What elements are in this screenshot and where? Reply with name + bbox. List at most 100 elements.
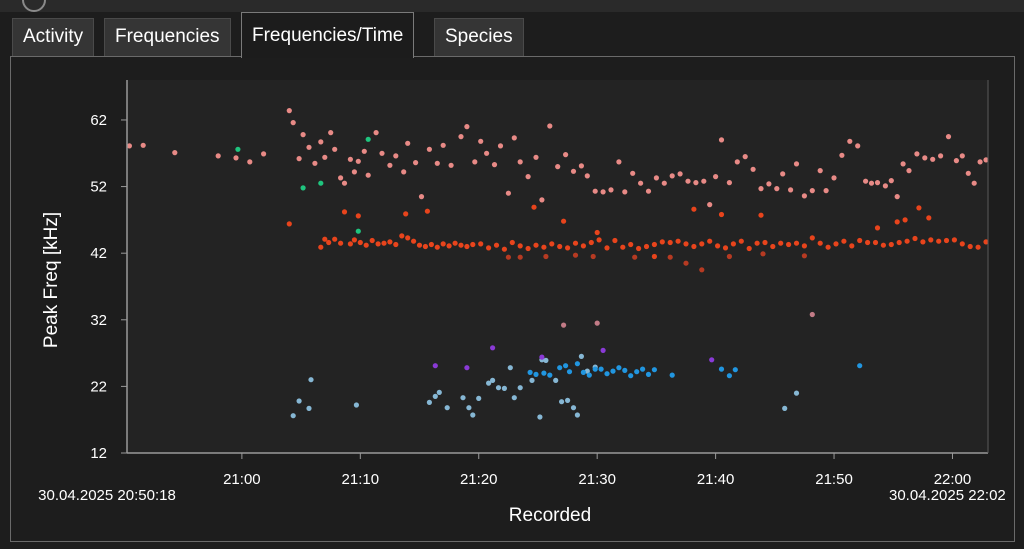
data-point [434, 160, 440, 166]
data-point [953, 158, 960, 164]
data-point [357, 239, 363, 246]
data-point [561, 322, 567, 328]
tab-frequencies[interactable]: Frequencies [104, 18, 231, 56]
data-point [507, 365, 513, 371]
data-point [616, 159, 622, 165]
data-point [726, 373, 733, 379]
data-point [470, 241, 476, 248]
data-point [951, 237, 958, 243]
data-point [699, 241, 705, 247]
data-point [580, 243, 587, 249]
data-point [713, 174, 719, 180]
data-point [484, 150, 490, 156]
data-point [533, 371, 539, 377]
data-point [355, 158, 361, 164]
window-corner-icon [22, 0, 46, 12]
data-point [434, 244, 440, 250]
data-point [588, 239, 594, 246]
data-point [446, 243, 452, 249]
data-point [788, 187, 794, 193]
data-point [460, 395, 466, 401]
data-point [375, 241, 381, 247]
data-point [786, 241, 792, 248]
data-point [888, 241, 894, 248]
data-point [497, 143, 504, 149]
tab-species[interactable]: Species [434, 18, 524, 56]
y-tick-label: 22 [90, 378, 107, 395]
data-point [857, 363, 863, 369]
data-point [363, 242, 369, 248]
data-point [405, 235, 411, 241]
data-point [817, 240, 823, 246]
data-point [718, 137, 725, 143]
data-point [365, 136, 371, 142]
data-point [793, 240, 800, 246]
data-point [413, 160, 419, 166]
data-point [977, 159, 983, 165]
data-point [707, 202, 713, 208]
data-point [365, 172, 371, 178]
data-point [754, 240, 760, 246]
data-point [572, 252, 579, 258]
data-point [355, 228, 361, 234]
data-point [300, 185, 306, 191]
data-point [904, 238, 910, 244]
data-point [537, 414, 543, 420]
data-point [590, 253, 596, 260]
data-point [555, 164, 561, 170]
data-point [561, 218, 567, 224]
data-point [709, 357, 715, 363]
tab-frequencies-time[interactable]: Frequencies/Time [241, 12, 415, 58]
tab-bar: Activity Frequencies Frequencies/Time Sp… [0, 12, 1024, 58]
data-point [640, 366, 646, 372]
y-axis-label: Peak Freq [kHz] [41, 212, 62, 348]
data-point [634, 369, 640, 375]
data-point [616, 365, 622, 371]
data-point [693, 180, 699, 186]
tab-activity[interactable]: Activity [12, 18, 95, 56]
data-point [857, 237, 863, 244]
data-point [880, 242, 887, 248]
data-point [517, 254, 523, 260]
chart-panel: 12 22 32 42 52 62 21:00 21:10 21:20 21:30 21:40 21… [10, 56, 1015, 542]
data-point [630, 170, 636, 176]
data-point [290, 413, 296, 419]
data-point [379, 150, 385, 156]
y-ticks: 12 22 32 42 52 62 [90, 112, 127, 462]
data-point [387, 162, 393, 168]
data-point [855, 143, 861, 149]
data-point [296, 156, 302, 162]
data-point [387, 239, 393, 245]
data-point [926, 215, 932, 221]
data-point [401, 169, 407, 175]
data-point [610, 368, 616, 374]
data-point [300, 132, 306, 138]
data-point [774, 186, 780, 192]
data-point [444, 405, 450, 411]
data-point [436, 389, 442, 395]
data-point [332, 236, 338, 242]
data-point [801, 253, 808, 259]
data-point [478, 241, 484, 247]
data-point [553, 377, 559, 383]
data-point [486, 245, 492, 251]
data-point [578, 163, 585, 169]
data-point [762, 239, 768, 246]
data-point [766, 181, 772, 187]
data-point [900, 161, 906, 167]
data-point [509, 239, 515, 246]
data-point [598, 366, 604, 372]
data-point [782, 405, 788, 411]
data-point [347, 241, 353, 247]
data-point [559, 399, 565, 405]
data-point [638, 180, 644, 186]
data-point [750, 166, 756, 172]
x-tick-label: 21:40 [697, 471, 735, 488]
data-point [669, 173, 675, 179]
data-point [894, 194, 900, 200]
data-point [541, 244, 547, 250]
data-point [381, 240, 387, 246]
y-tick-label: 52 [90, 179, 107, 196]
data-point [543, 357, 549, 363]
data-point [922, 155, 928, 161]
